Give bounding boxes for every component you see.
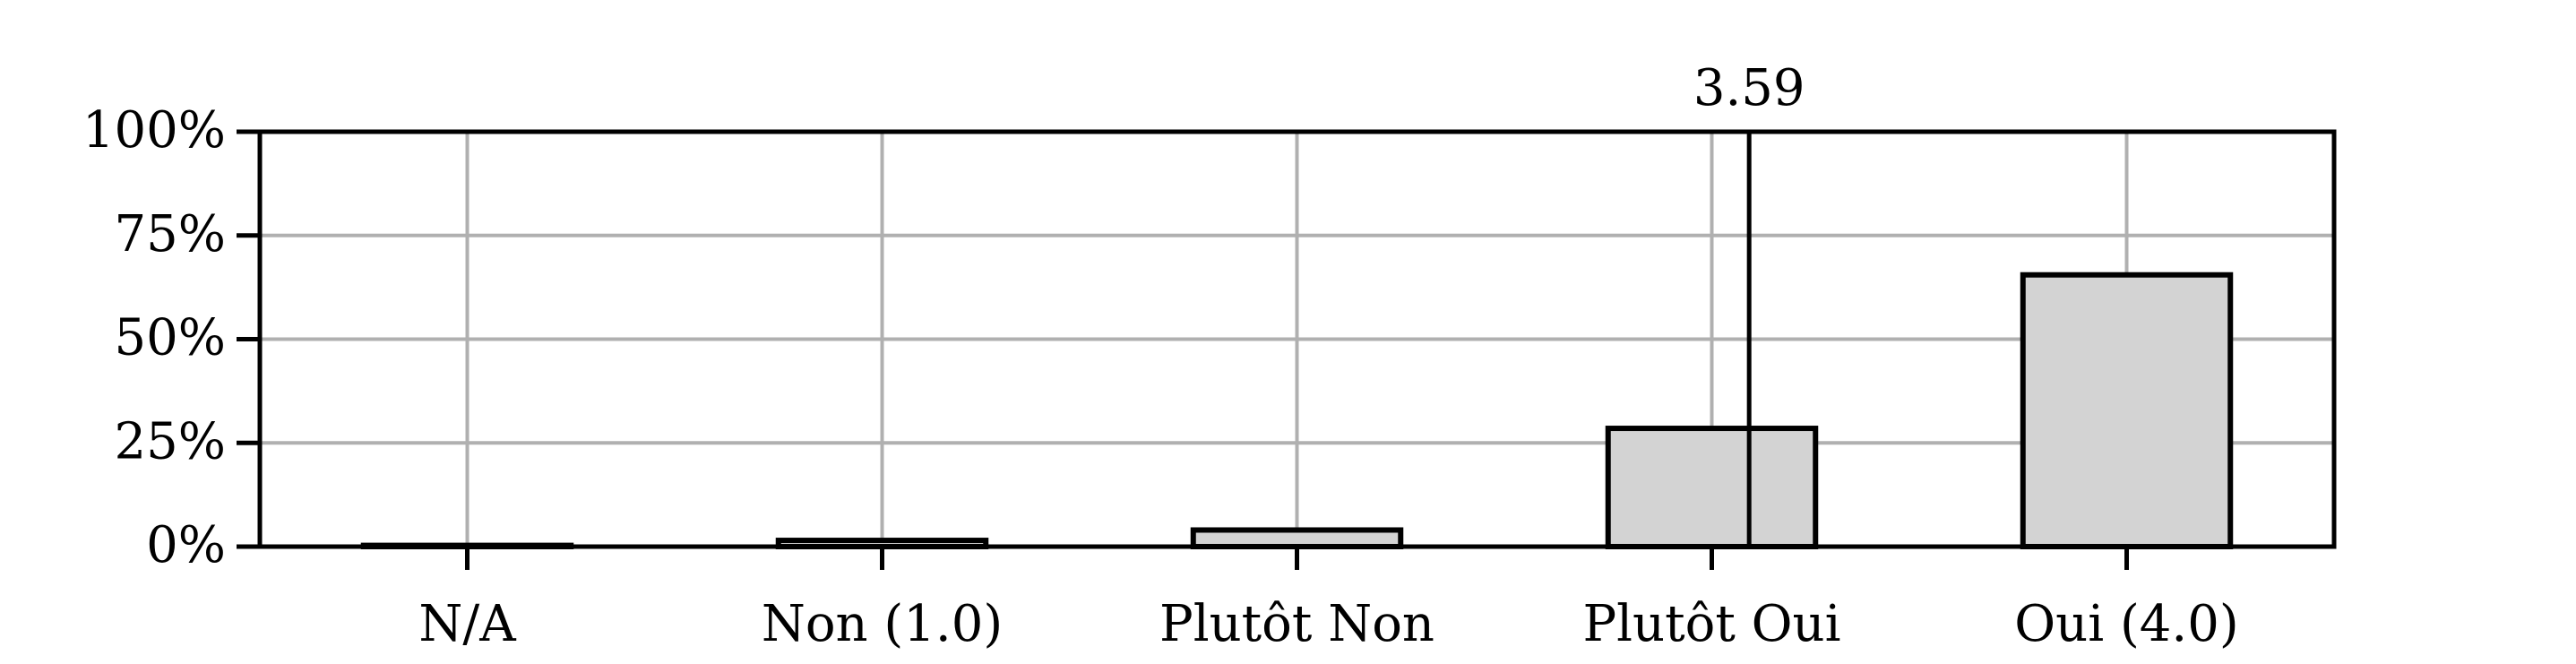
y-tick-label: 75% — [115, 205, 226, 263]
y-tick-label: 50% — [115, 309, 226, 367]
labels-layer: 0% 25% 50% 75% 100% N/A Non (1.0) Plutôt Non Plu… — [82, 101, 2239, 653]
y-tick-label: 25% — [115, 412, 226, 470]
mean-layer: 3.59 — [1693, 59, 1805, 547]
x-tick-label: Non (1.0) — [762, 595, 1003, 653]
y-tick-label: 100% — [82, 101, 226, 160]
y-tick-label: 0% — [146, 516, 226, 574]
bars-layer — [360, 272, 2234, 550]
x-tick-label: Oui (4.0) — [2014, 595, 2238, 653]
x-tick-label: Plutôt Oui — [1582, 595, 1840, 653]
x-tick-label: Plutôt Non — [1159, 595, 1434, 653]
bar — [1190, 527, 1404, 549]
bar — [2020, 272, 2234, 549]
mean-value-label: 3.59 — [1693, 59, 1805, 117]
ticks-layer — [237, 129, 2129, 570]
bar — [1605, 426, 1819, 550]
x-tick-label: N/A — [418, 595, 516, 653]
